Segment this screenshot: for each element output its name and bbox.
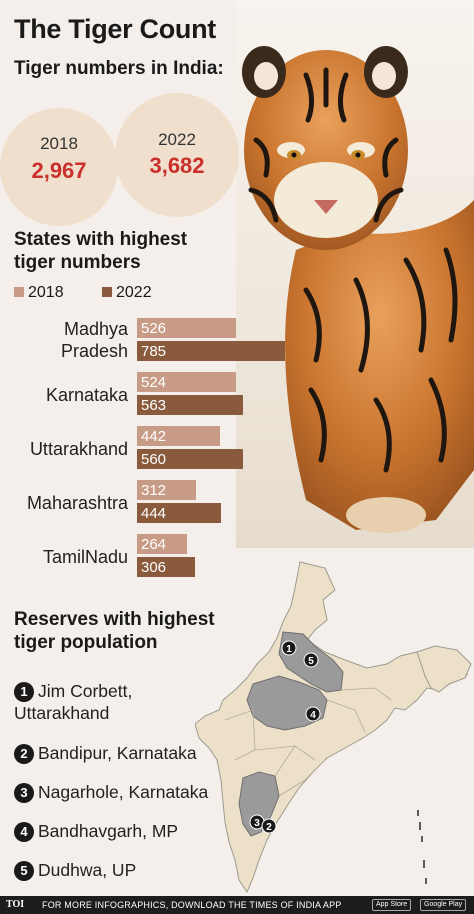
reserve-name: Bandipur, Karnataka [38,743,197,763]
bar-value-label: 526 [141,320,166,337]
bar-2018-madhya-pradesh [137,318,236,338]
state-label-line: Madhya [63,319,128,339]
total-year: 2018 [40,134,78,153]
bar-2018-tamilnadu [137,534,187,554]
bar-2018-uttarakhand [137,426,220,446]
reserve-state: Uttarakhand [14,703,110,723]
app-store-badge[interactable]: App Store [372,899,412,911]
reserve-item: 2 Bandipur, Karnataka [14,742,197,764]
state-label-maharashtra: Maharashtra [26,493,128,513]
reserve-number-badge: 4 [14,822,34,842]
india-map: 1 5 4 3 2 [195,561,472,894]
reserve-item: 5 Dudhwa, UP [14,859,136,881]
reserves-section-title: Reserves with highest tiger population [14,609,215,653]
map-marker-label: 2 [266,822,272,833]
reserve-number-badge: 5 [14,861,34,881]
bar-2018-karnataka [137,372,236,392]
reserve-name: Jim Corbett, [38,681,133,701]
bar-2022-karnataka [137,395,243,415]
map-marker-4 [305,706,321,722]
legend-swatch [14,287,24,297]
bar-value-label: 312 [141,482,166,499]
bar-2022-tamilnadu [137,557,195,577]
reserve-item: 1 Jim Corbett, Uttarakhand [14,680,132,724]
reserve-item: 3 Nagarhole, Karnataka [14,781,208,803]
india-outline [195,561,468,894]
total-value: 2,967 [31,158,87,183]
bar-2022-uttarakhand [137,449,243,469]
bar-value-label: 560 [141,451,166,468]
state-bar-chart: 526 785 524 563 442 560 312 444 264 306 [137,318,285,577]
map-marker-1 [281,640,297,656]
bar-2022-maharashtra [137,503,221,523]
bar-value-label: 524 [141,374,166,391]
map-marker-label: 5 [308,656,314,667]
state-label-tamilnadu: TamilNadu [42,547,128,567]
total-year: 2022 [158,130,196,149]
bar-value-label: 264 [141,536,166,553]
bar-value-label: 306 [141,559,166,576]
map-marker-5 [303,652,319,668]
legend-item-2018: 2018 [14,284,64,302]
bar-2022-madhya-pradesh [137,341,285,361]
legend-label: 2022 [116,284,152,301]
toi-logo: TOI [6,899,25,910]
bar-value-label: 442 [141,428,166,445]
total-2022-circle: 2022 3,682 [115,93,239,217]
bar-value-label: 563 [141,397,166,414]
reserve-name: Nagarhole, Karnataka [38,782,209,802]
bar-value-label: 444 [141,505,166,522]
map-marker-2 [261,818,277,834]
total-value: 3,682 [149,153,205,178]
map-marker-label: 3 [254,818,260,829]
bar-2018-maharashtra [137,480,196,500]
legend-item-2022: 2022 [102,284,152,302]
northeast-region [416,645,472,693]
reserve-number-badge: 1 [14,682,34,702]
legend-swatch [102,287,112,297]
bar-value-label: 785 [141,343,166,360]
state-borders [224,687,392,797]
reserve-number-badge: 2 [14,744,34,764]
state-label-uttarakhand: Uttarakhand [29,439,128,459]
map-marker-label: 4 [310,710,316,721]
state-label-madhya-pradesh: Madhya Pradesh [61,318,128,362]
reserve-item: 4 Bandhavgarh, MP [14,820,178,842]
google-play-badge[interactable]: Google Play [420,899,467,911]
page-title: The Tiger Count [14,14,216,44]
total-2018-circle: 2018 2,967 [0,108,118,226]
legend-label: 2018 [28,284,64,301]
state-label-line: Pradesh [60,341,128,361]
reserve-markers: 1 5 4 3 2 [249,640,321,834]
states-section-title: States with highest tiger numbers [14,229,188,273]
reserve-name: Dudhwa, UP [38,860,137,880]
state-label-karnataka: Karnataka [45,385,128,405]
reserve-name: Bandhavgarh, MP [38,821,179,841]
footer-bar: TOI FOR MORE INFOGRAPHICS, DOWNLOAD THE … [0,896,474,914]
footer-promo-text: FOR MORE INFOGRAPHICS, DOWNLOAD THE TIME… [42,900,342,910]
reserve-number-badge: 3 [14,783,34,803]
page-subtitle: Tiger numbers in India: [14,58,224,79]
map-marker-label: 1 [286,644,292,655]
andaman-islands [417,810,427,884]
tiger-photo [236,0,474,548]
